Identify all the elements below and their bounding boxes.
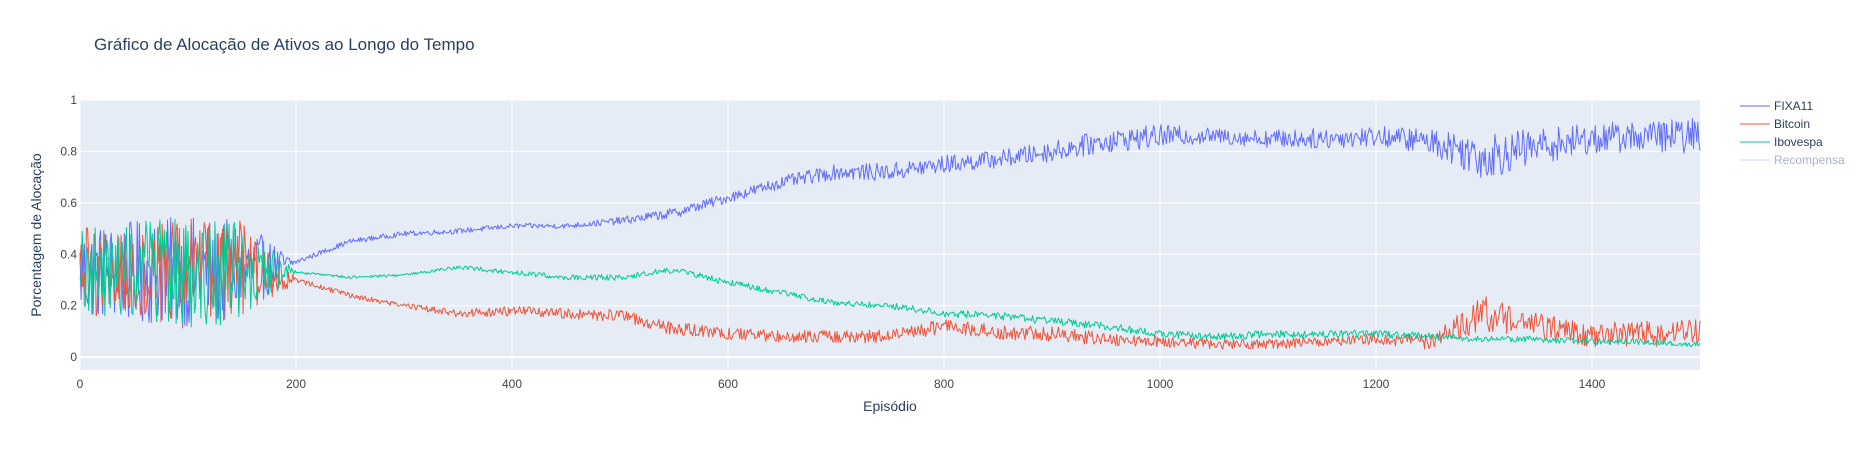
x-tick-label: 0 — [77, 377, 84, 391]
x-axis-title: Episódio — [863, 398, 917, 414]
y-tick-label: 0 — [70, 350, 77, 364]
y-tick-label: 0.2 — [60, 299, 77, 313]
legend-item-bitcoin[interactable]: Bitcoin — [1740, 117, 1810, 131]
x-axis-ticks: 0 200 400 600 800 1000 1200 1400 — [77, 377, 1606, 391]
legend-label: Recompensa — [1774, 153, 1845, 167]
legend: FIXA11 Bitcoin Ibovespa Recompensa — [1740, 99, 1845, 167]
x-tick-label: 400 — [502, 377, 522, 391]
y-tick-label: 0.6 — [60, 196, 77, 210]
series-line-ibovespa — [79, 218, 1701, 347]
legend-item-ibovespa[interactable]: Ibovespa — [1740, 135, 1823, 149]
x-tick-label: 200 — [286, 377, 306, 391]
x-tick-label: 600 — [718, 377, 738, 391]
y-tick-label: 0.4 — [60, 247, 77, 261]
legend-label: Bitcoin — [1774, 117, 1810, 131]
x-tick-label: 1000 — [1147, 377, 1174, 391]
series-layer — [79, 117, 1701, 350]
y-axis-title: Porcentagem de Alocação — [28, 153, 44, 317]
series-line-fixa11 — [79, 117, 1701, 329]
legend-item-recompensa[interactable]: Recompensa — [1740, 153, 1845, 167]
x-tick-label: 1400 — [1579, 377, 1606, 391]
plot-area — [80, 100, 1700, 370]
legend-label: FIXA11 — [1774, 99, 1813, 113]
chart-title: Gráfico de Alocação de Ativos ao Longo d… — [94, 35, 475, 54]
legend-label: Ibovespa — [1774, 135, 1823, 149]
y-axis-ticks: 0 0.2 0.4 0.6 0.8 1 — [60, 93, 77, 364]
x-tick-label: 1200 — [1363, 377, 1390, 391]
y-tick-label: 1 — [70, 93, 77, 107]
x-tick-label: 800 — [934, 377, 954, 391]
series-line-bitcoin — [79, 218, 1701, 350]
legend-item-fixa11[interactable]: FIXA11 — [1740, 99, 1813, 113]
y-tick-label: 0.8 — [60, 144, 77, 158]
